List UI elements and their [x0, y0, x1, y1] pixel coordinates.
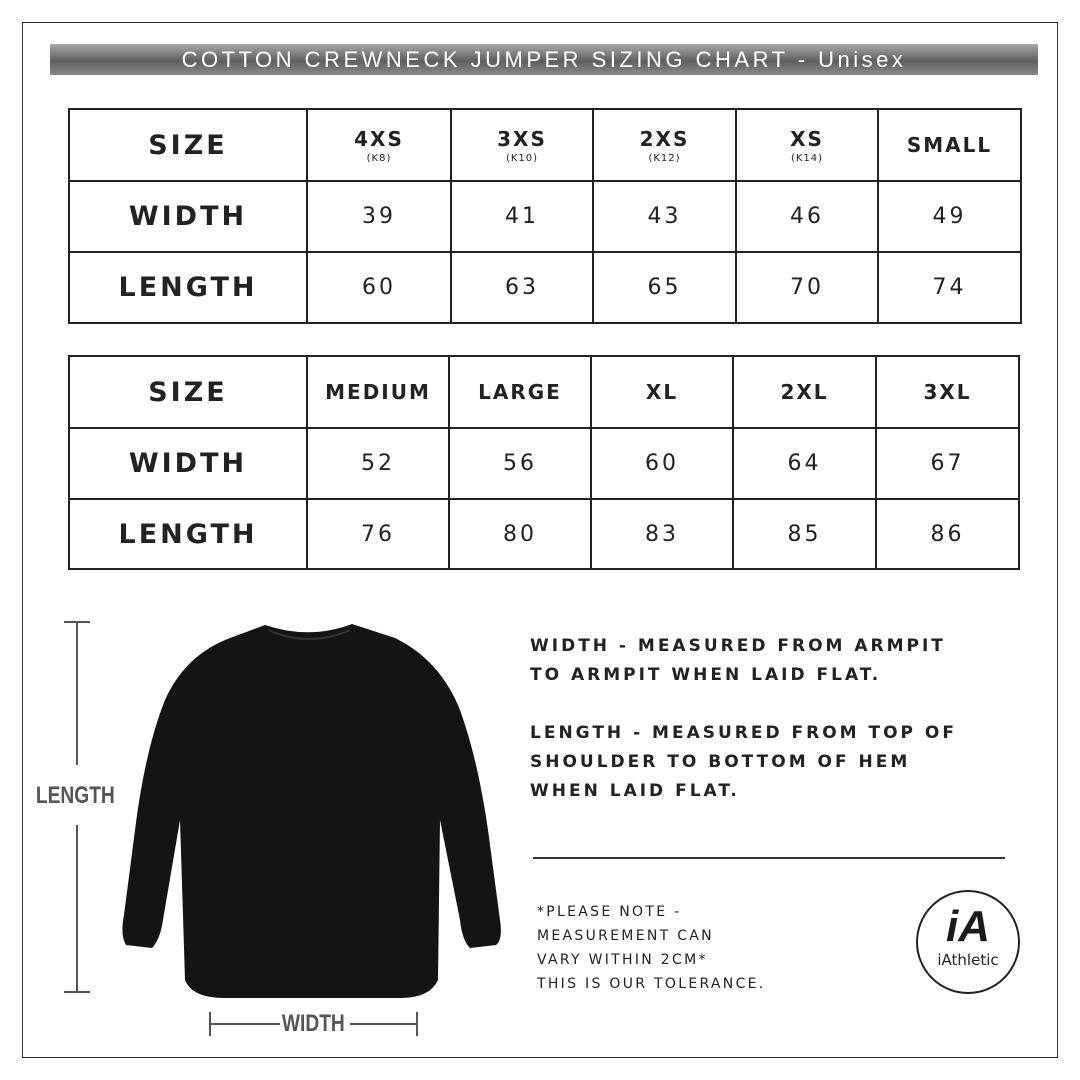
length-header: LENGTH — [68, 498, 308, 570]
width-row: WIDTH 52 56 60 64 67 — [68, 427, 1020, 500]
logo-text: iAthletic — [937, 951, 999, 969]
width-description: WIDTH - MEASURED FROM ARMPIT TO ARMPIT W… — [530, 632, 946, 690]
width-dimension-line — [209, 1012, 418, 1036]
width-cell: 39 — [306, 180, 452, 253]
note-line: VARY WITHIN 2CM* — [537, 952, 708, 968]
size-xl: XL — [590, 355, 734, 429]
divider — [533, 857, 1005, 859]
info-line: WIDTH - MEASURED FROM ARMPIT — [530, 636, 946, 656]
note-line: *PLEASE NOTE - — [537, 904, 682, 920]
tolerance-note: *PLEASE NOTE - MEASUREMENT CAN VARY WITH… — [537, 900, 766, 996]
length-label: LENGTH — [35, 782, 115, 809]
length-cell: 65 — [592, 251, 737, 324]
jumper-illustration — [64, 621, 501, 1036]
length-cell: 76 — [306, 498, 450, 570]
width-cell: 67 — [875, 427, 1020, 500]
length-description: LENGTH - MEASURED FROM TOP OF SHOULDER T… — [530, 719, 957, 806]
size-header: SIZE — [68, 355, 308, 429]
width-cell: 46 — [735, 180, 879, 253]
size-3xl: 3XL — [875, 355, 1020, 429]
width-cell: 52 — [306, 427, 450, 500]
size-row: SIZE 4XS (K8) 3XS (K10) 2XS (K12) XS (K14) S… — [68, 108, 1022, 182]
size-row: SIZE MEDIUM LARGE XL 2XL 3XL — [68, 355, 1020, 429]
width-cell: 64 — [732, 427, 877, 500]
width-cell: 43 — [592, 180, 737, 253]
size-medium: MEDIUM — [306, 355, 450, 429]
info-line: TO ARMPIT WHEN LAID FLAT. — [530, 665, 882, 685]
length-header: LENGTH — [68, 251, 308, 324]
length-row: LENGTH 60 63 65 70 74 — [68, 251, 1022, 324]
info-line: SHOULDER TO BOTTOM OF HEM — [530, 752, 911, 772]
width-cell: 49 — [877, 180, 1022, 253]
width-cell: 60 — [590, 427, 734, 500]
size-2xl: 2XL — [732, 355, 877, 429]
size-xs: XS (K14) — [735, 108, 879, 182]
length-cell: 63 — [450, 251, 594, 324]
size-table-2: SIZE MEDIUM LARGE XL 2XL 3XL WIDTH 52 56… — [68, 355, 1020, 570]
size-large: LARGE — [448, 355, 592, 429]
length-cell: 70 — [735, 251, 879, 324]
page-title: COTTON CREWNECK JUMPER SIZING CHART - Un… — [50, 44, 1038, 75]
size-small: SMALL — [877, 108, 1022, 182]
length-cell: 85 — [732, 498, 877, 570]
length-cell: 60 — [306, 251, 452, 324]
note-line: THIS IS OUR TOLERANCE. — [537, 976, 766, 992]
size-2xs: 2XS (K12) — [592, 108, 737, 182]
width-cell: 56 — [448, 427, 592, 500]
length-cell: 86 — [875, 498, 1020, 570]
size-3xs: 3XS (K10) — [450, 108, 594, 182]
page-frame — [22, 22, 1058, 1058]
size-table-1: SIZE 4XS (K8) 3XS (K10) 2XS (K12) XS (K14) S… — [68, 108, 1022, 324]
info-line: LENGTH - MEASURED FROM TOP OF — [530, 723, 957, 743]
width-label: WIDTH — [281, 1010, 345, 1037]
jumper-shape — [122, 624, 501, 998]
info-line: WHEN LAID FLAT. — [530, 781, 740, 801]
length-dimension-line — [64, 621, 90, 993]
length-cell: 83 — [590, 498, 734, 570]
length-cell: 74 — [877, 251, 1022, 324]
width-row: WIDTH 39 41 43 46 49 — [68, 180, 1022, 253]
width-header: WIDTH — [68, 180, 308, 253]
length-cell: 80 — [448, 498, 592, 570]
iathletic-logo: iA iAthletic — [916, 890, 1020, 994]
size-4xs: 4XS (K8) — [306, 108, 452, 182]
width-header: WIDTH — [68, 427, 308, 500]
note-line: MEASUREMENT CAN — [537, 928, 714, 944]
size-header: SIZE — [68, 108, 308, 182]
width-cell: 41 — [450, 180, 594, 253]
logo-mark: iA — [946, 902, 990, 951]
length-row: LENGTH 76 80 83 85 86 — [68, 498, 1020, 570]
